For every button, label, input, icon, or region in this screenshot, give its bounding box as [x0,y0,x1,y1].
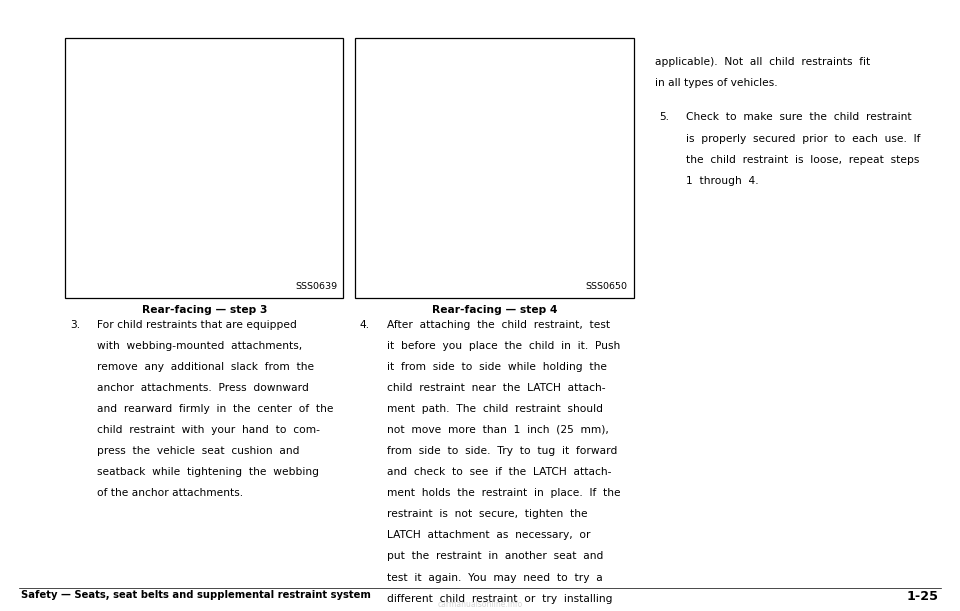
Text: not  move  more  than  1  inch  (25  mm),: not move more than 1 inch (25 mm), [387,425,609,435]
Text: 1-25: 1-25 [907,590,939,603]
Text: ment  holds  the  restraint  in  place.  If  the: ment holds the restraint in place. If th… [387,488,620,498]
Bar [65,38,344,298]
Text: in all types of vehicles.: in all types of vehicles. [655,78,778,88]
Text: ment  path.  The  child  restraint  should: ment path. The child restraint should [387,404,603,414]
Text: For child restraints that are equipped: For child restraints that are equipped [97,320,297,329]
Text: put  the  restraint  in  another  seat  and: put the restraint in another seat and [387,552,603,562]
Bar [355,38,634,298]
Text: SSS0650: SSS0650 [586,282,628,291]
Text: child  restraint  with  your  hand  to  com-: child restraint with your hand to com- [97,425,320,435]
Text: 3.: 3. [70,320,80,329]
Text: After  attaching  the  child  restraint,  test: After attaching the child restraint, tes… [387,320,610,329]
Text: seatback  while  tightening  the  webbing: seatback while tightening the webbing [97,467,319,477]
Text: Rear-facing — step 4: Rear-facing — step 4 [432,305,557,315]
Text: remove  any  additional  slack  from  the: remove any additional slack from the [97,362,314,371]
Text: with  webbing-mounted  attachments,: with webbing-mounted attachments, [97,341,301,351]
Text: and  check  to  see  if  the  LATCH  attach-: and check to see if the LATCH attach- [387,467,612,477]
Text: 4.: 4. [360,320,371,329]
Text: 5.: 5. [660,112,669,122]
Text: the  child  restraint  is  loose,  repeat  steps: the child restraint is loose, repeat ste… [686,155,920,164]
Text: anchor  attachments.  Press  downward: anchor attachments. Press downward [97,383,308,393]
Text: Safety — Seats, seat belts and supplemental restraint system: Safety — Seats, seat belts and supplemen… [21,590,371,600]
Text: SSS0639: SSS0639 [296,282,338,291]
Text: of the anchor attachments.: of the anchor attachments. [97,488,243,498]
Text: LATCH  attachment  as  necessary,  or: LATCH attachment as necessary, or [387,530,590,540]
Text: Check  to  make  sure  the  child  restraint: Check to make sure the child restraint [686,112,912,122]
Text: Rear-facing — step 3: Rear-facing — step 3 [141,305,267,315]
Text: it  from  side  to  side  while  holding  the: it from side to side while holding the [387,362,607,371]
Text: is  properly  secured  prior  to  each  use.  If: is properly secured prior to each use. I… [686,133,921,144]
Text: it  before  you  place  the  child  in  it.  Push: it before you place the child in it. Pus… [387,341,620,351]
Text: applicable).  Not  all  child  restraints  fit: applicable). Not all child restraints fi… [655,57,870,67]
Text: carmanualsonline.info: carmanualsonline.info [438,599,522,609]
Text: restraint  is  not  secure,  tighten  the: restraint is not secure, tighten the [387,510,588,519]
Text: test  it  again.  You  may  need  to  try  a: test it again. You may need to try a [387,573,603,582]
Text: 1  through  4.: 1 through 4. [686,175,759,186]
Text: and  rearward  firmly  in  the  center  of  the: and rearward firmly in the center of the [97,404,333,414]
Text: press  the  vehicle  seat  cushion  and: press the vehicle seat cushion and [97,446,300,456]
Text: different  child  restraint  or  try  installing: different child restraint or try install… [387,594,612,604]
Text: from  side  to  side.  Try  to  tug  it  forward: from side to side. Try to tug it forward [387,446,617,456]
Text: child  restraint  near  the  LATCH  attach-: child restraint near the LATCH attach- [387,383,606,393]
